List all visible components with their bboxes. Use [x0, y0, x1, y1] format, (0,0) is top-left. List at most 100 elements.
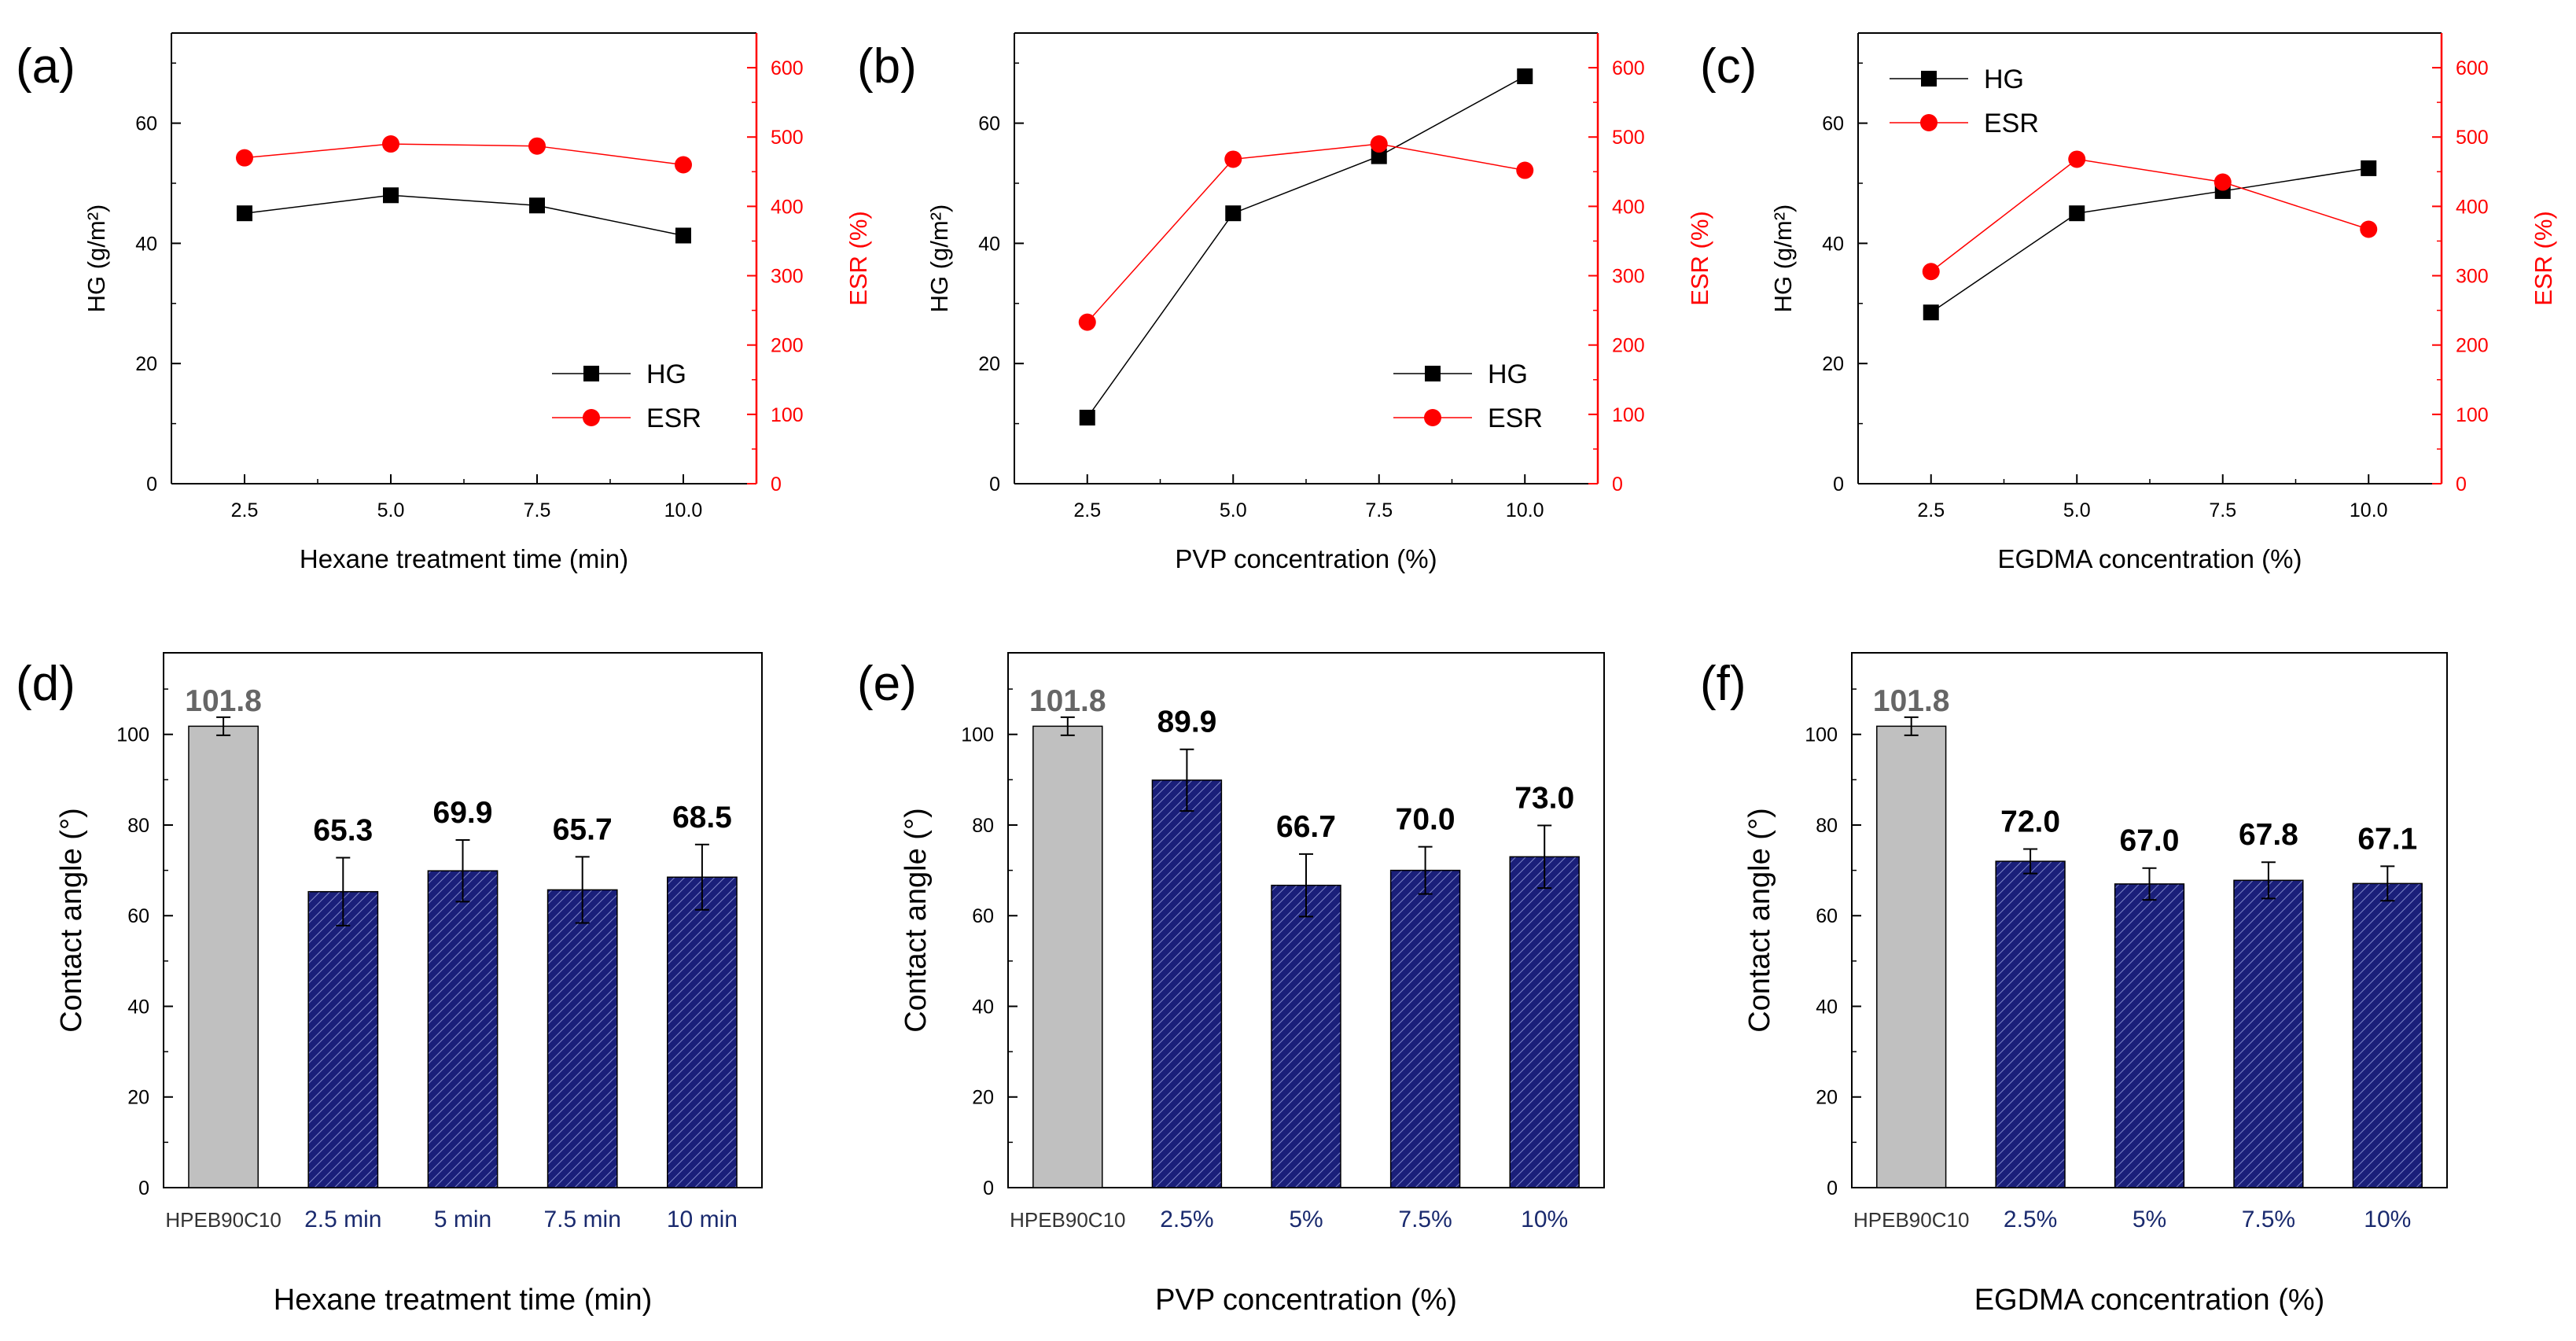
- hg-point: [529, 197, 545, 214]
- treatment-bar: [1509, 856, 1580, 1188]
- y-left-tick-label: 20: [135, 353, 157, 375]
- y-right-tick-label: 500: [771, 127, 804, 149]
- legend-marker-hg: [1425, 366, 1441, 381]
- series-line-esr: [1087, 143, 1525, 323]
- bar-value-label: 70.0: [1396, 803, 1455, 837]
- y-left-tick-label: 60: [978, 113, 1000, 135]
- y-right-tick-label: 400: [2456, 196, 2489, 218]
- y-right-tick-label: 600: [1612, 57, 1645, 79]
- hg-point: [1923, 304, 1939, 321]
- x-axis-title: EGDMA concentration (%): [1974, 1284, 2325, 1317]
- y-tick-label: 100: [1805, 724, 1838, 746]
- y-left-axis-title: HG (g/m²): [83, 204, 110, 313]
- y-left-tick-label: 20: [978, 353, 1000, 375]
- y-right-axis-title: ESR (%): [1686, 211, 1713, 306]
- control-bar: [188, 725, 259, 1188]
- esr-point: [382, 135, 399, 153]
- y-right-tick-label: 600: [771, 57, 804, 79]
- esr-point: [1370, 135, 1388, 153]
- y-tick-label: 80: [1816, 815, 1838, 837]
- y-right-tick-label: 400: [771, 196, 804, 218]
- y-left-axis-title: HG (g/m²): [926, 204, 953, 313]
- y-tick-label: 0: [1827, 1177, 1838, 1199]
- hg-point: [383, 187, 399, 204]
- bar-value-label: 89.9: [1157, 705, 1216, 739]
- treatment-bar: [307, 890, 379, 1188]
- legend-label-esr: ESR: [1488, 403, 1543, 433]
- hg-point: [1079, 409, 1095, 426]
- x-tick-label: 10.0: [2350, 499, 2388, 521]
- treatment-bar: [667, 876, 738, 1188]
- legend-marker-esr: [1424, 409, 1441, 426]
- x-tick-label: 7.5: [2209, 499, 2236, 521]
- bar-value-label: 67.8: [2239, 818, 2298, 852]
- category-label: 5 min: [434, 1207, 491, 1232]
- y-axis-title: Contact angle (°): [900, 808, 933, 1033]
- esr-point: [2360, 220, 2378, 238]
- treatment-bar: [2352, 882, 2423, 1188]
- esr-point: [1922, 263, 1940, 281]
- category-label: 5%: [2133, 1207, 2166, 1232]
- y-right-tick-label: 200: [1612, 335, 1645, 357]
- category-label: 7.5%: [1398, 1207, 1452, 1232]
- hg-point: [2361, 160, 2377, 176]
- y-tick-label: 60: [127, 905, 149, 927]
- esr-point: [2214, 173, 2232, 191]
- y-tick-label: 40: [1816, 996, 1838, 1018]
- x-tick-label: 2.5: [1073, 499, 1101, 521]
- category-label: HPEB90C10: [1853, 1208, 1969, 1232]
- panel-label: (b): [857, 39, 917, 94]
- y-right-tick-label: 400: [1612, 196, 1645, 218]
- hg-point: [2069, 205, 2085, 222]
- y-right-tick-label: 100: [2456, 404, 2489, 426]
- bar-value-label: 69.9: [433, 796, 493, 830]
- panel-d: (d) 0 20 40 60 80 100 101.8 HPEB90C10 65.3 2.5 min…: [16, 652, 763, 1317]
- y-right-tick-label: 500: [2456, 127, 2489, 149]
- bar-value-label: 73.0: [1514, 782, 1574, 816]
- legend-label-hg: HG: [1984, 64, 2024, 94]
- y-right-tick-label: 200: [2456, 335, 2489, 357]
- esr-point: [1224, 150, 1242, 168]
- y-right-tick-label: 300: [2456, 266, 2489, 288]
- series-line-esr: [1930, 158, 2369, 272]
- bar-value-label: 101.8: [185, 684, 262, 718]
- x-tick-label: 5.0: [2063, 499, 2091, 521]
- bar-value-label: 72.0: [2000, 805, 2060, 839]
- y-tick-label: 60: [1816, 905, 1838, 927]
- bar-value-label: 65.7: [553, 812, 613, 846]
- hg-point: [1225, 205, 1242, 222]
- esr-point: [236, 149, 253, 167]
- y-right-tick-label: 100: [771, 404, 804, 426]
- y-tick-label: 40: [972, 996, 994, 1018]
- bar-value-label: 67.1: [2357, 822, 2417, 856]
- y-left-tick-label: 40: [1822, 233, 1844, 255]
- y-tick-label: 40: [127, 996, 149, 1018]
- bar-value-label: 65.3: [313, 813, 373, 847]
- legend-label-hg: HG: [646, 359, 686, 389]
- treatment-bar: [1271, 884, 1341, 1188]
- x-axis-title: PVP concentration (%): [1155, 1284, 1457, 1317]
- treatment-bar: [1389, 869, 1461, 1188]
- y-axis-title: Contact angle (°): [1743, 808, 1776, 1033]
- y-right-tick-label: 0: [1612, 473, 1623, 496]
- esr-point: [2068, 150, 2086, 168]
- bar-value-label: 66.7: [1276, 810, 1336, 844]
- legend-marker-hg: [583, 366, 599, 381]
- x-axis-title: Hexane treatment time (min): [300, 544, 628, 573]
- category-label: 2.5 min: [304, 1207, 381, 1232]
- x-tick-label: 7.5: [524, 499, 551, 521]
- legend-label-esr: ESR: [1984, 109, 2039, 138]
- bar-value-label: 67.0: [2120, 824, 2180, 858]
- y-tick-label: 0: [983, 1177, 994, 1199]
- y-left-tick-label: 60: [135, 113, 157, 135]
- y-tick-label: 20: [972, 1087, 994, 1109]
- y-tick-label: 80: [127, 815, 149, 837]
- panel-f: (f) 0 20 40 60 80 100 101.8 HPEB90C10 72.0 2.5% 67.…: [1700, 652, 2448, 1317]
- treatment-bar: [2114, 883, 2185, 1188]
- y-right-tick-label: 200: [771, 335, 804, 357]
- control-bar: [1032, 725, 1103, 1188]
- x-axis-title: EGDMA concentration (%): [1998, 544, 2302, 573]
